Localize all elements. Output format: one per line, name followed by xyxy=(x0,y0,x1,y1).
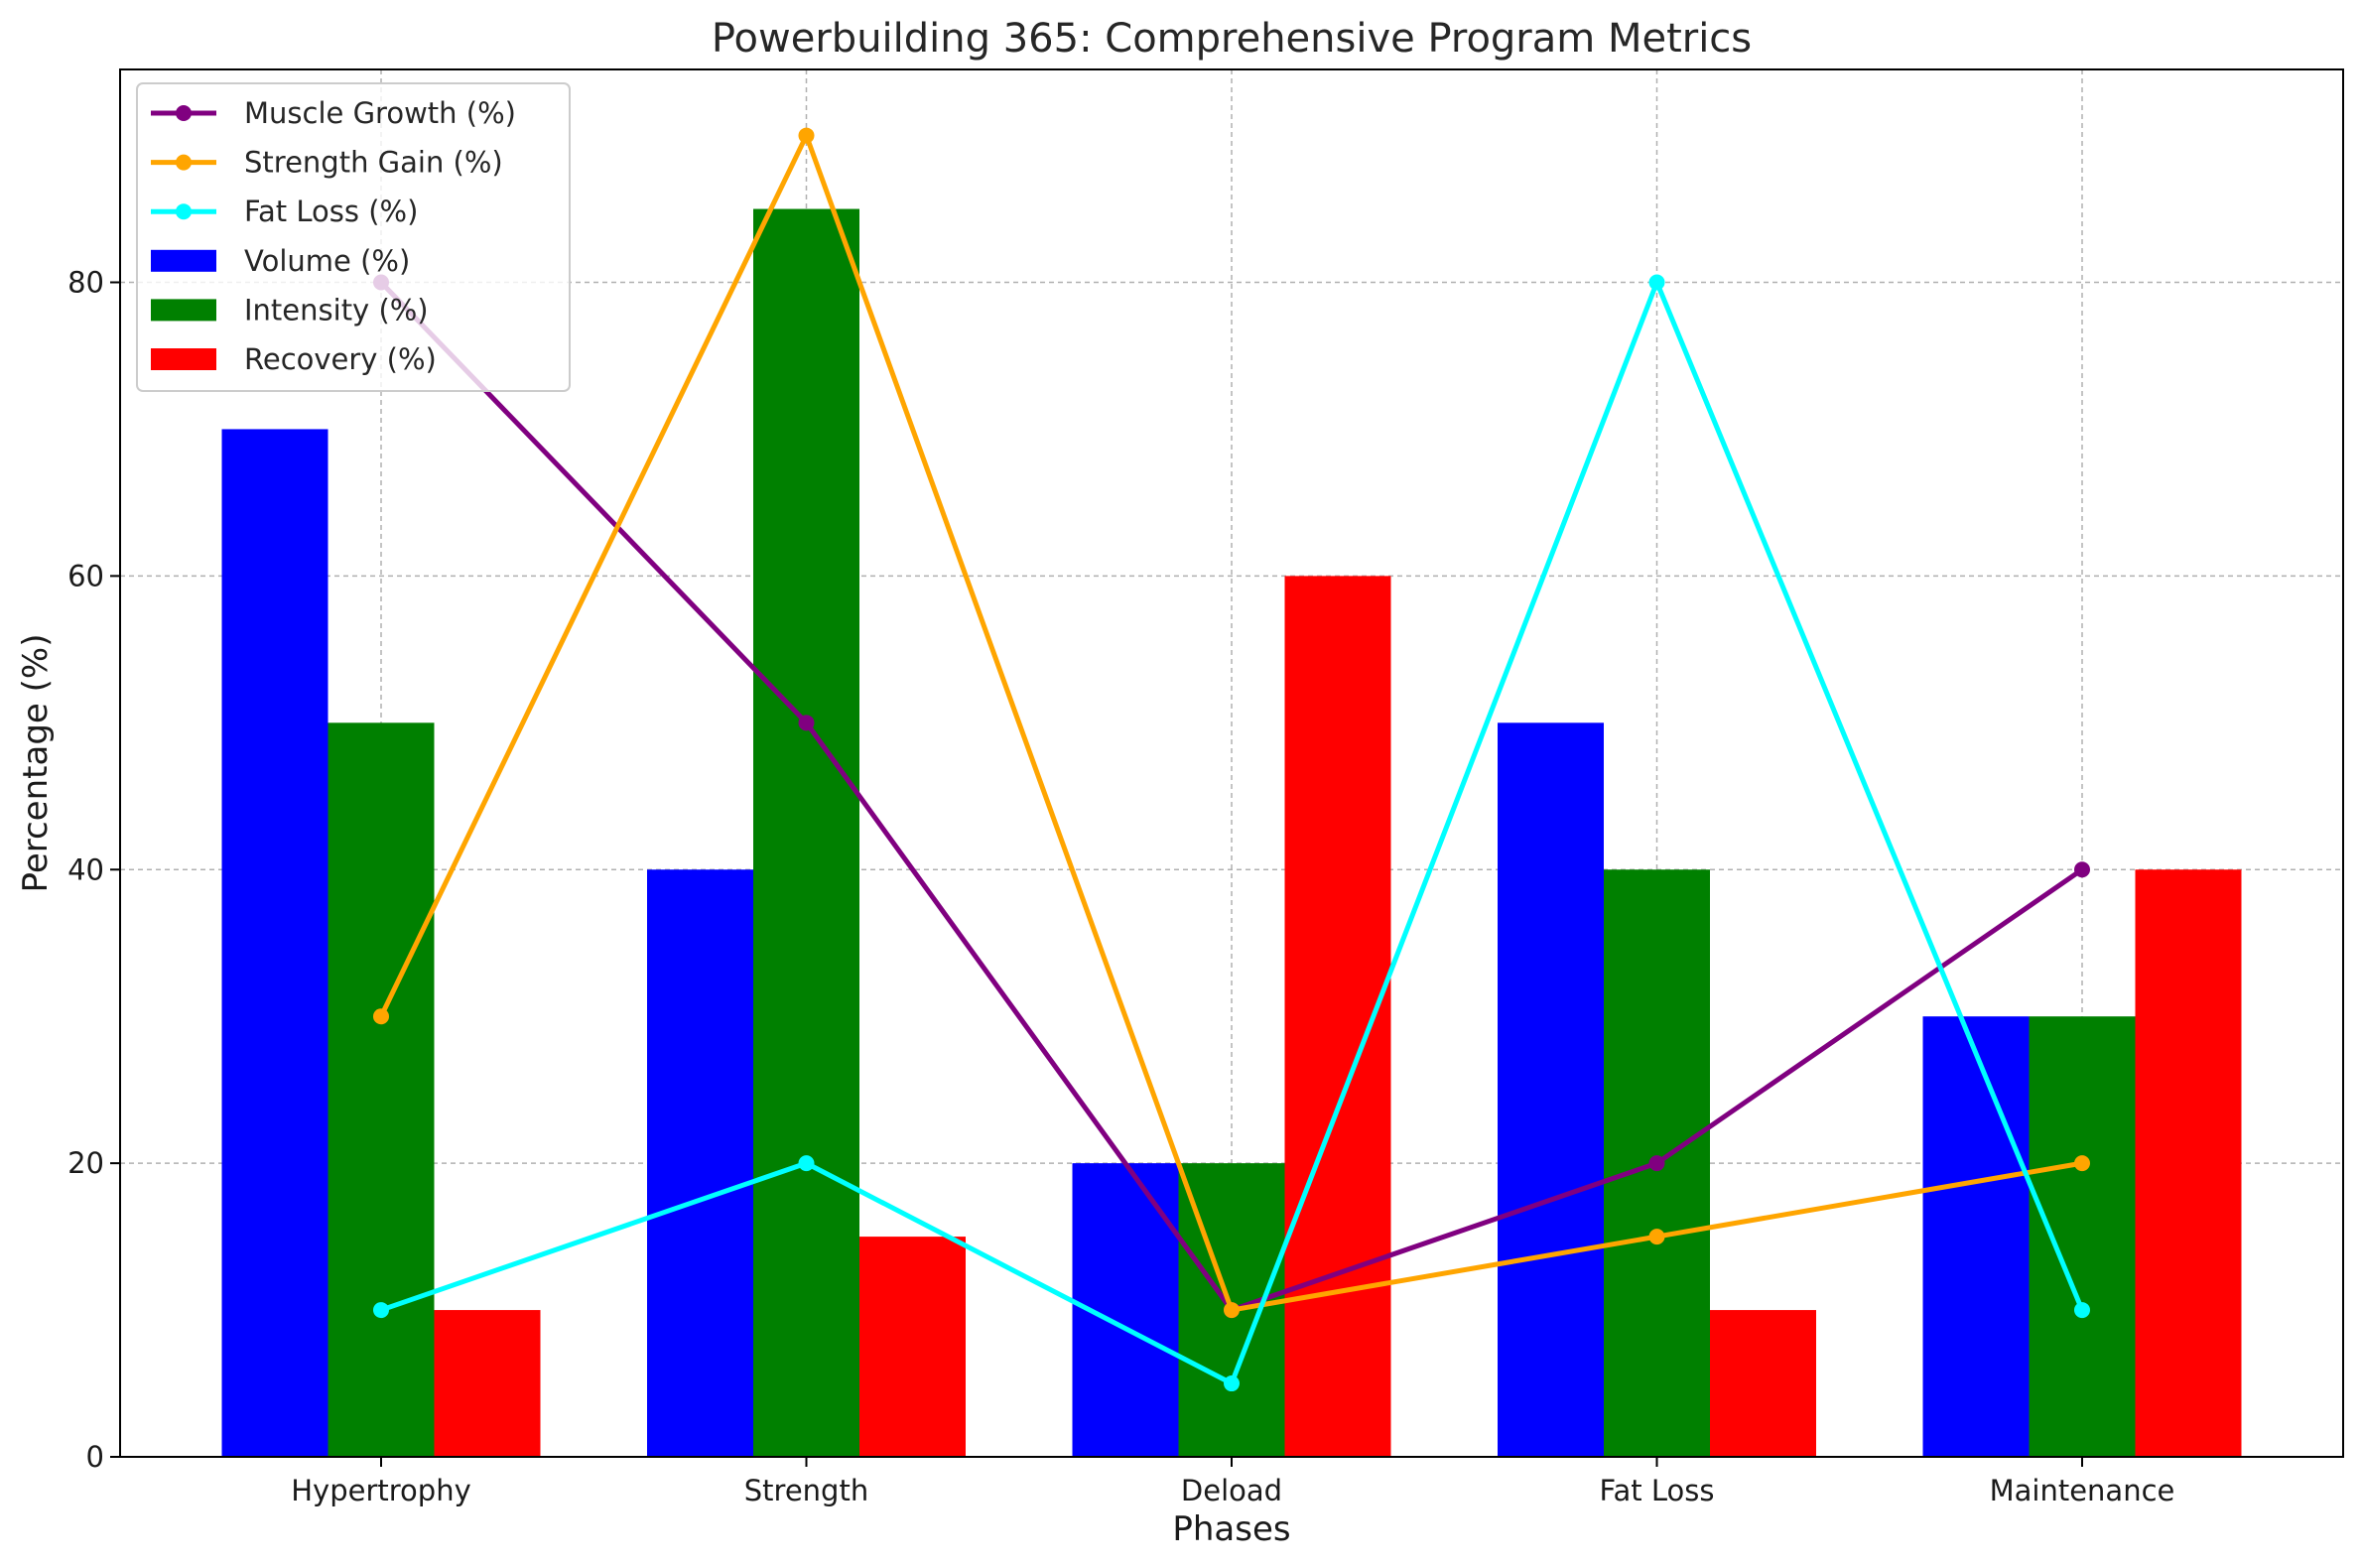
point-strength-gain-2 xyxy=(1224,1302,1240,1319)
bar-volume-1 xyxy=(647,869,753,1457)
bar-volume-3 xyxy=(1498,722,1604,1457)
bar-recovery-4 xyxy=(2135,869,2242,1457)
x-tick-label: Hypertrophy xyxy=(291,1474,471,1507)
legend-label: Fat Loss (%) xyxy=(244,195,418,228)
bar-recovery-1 xyxy=(859,1237,966,1457)
legend-label: Recovery (%) xyxy=(244,342,437,376)
y-tick-label: 40 xyxy=(67,852,104,886)
y-axis-label: Percentage (%) xyxy=(16,634,56,893)
legend-bar-swatch xyxy=(151,299,216,322)
point-strength-gain-0 xyxy=(373,1008,389,1025)
legend-label: Intensity (%) xyxy=(244,293,429,327)
point-fat-loss-3 xyxy=(1648,274,1665,291)
legend: Muscle Growth (%) Strength Gain (%) Fat Lo… xyxy=(136,82,571,392)
point-fat-loss-1 xyxy=(798,1155,815,1172)
tick-labels: 0 20 40 60 80 Hypertrophy Strength Deload Fat Lo… xyxy=(67,266,2174,1507)
legend-frame xyxy=(136,82,571,392)
legend-bar-swatch xyxy=(151,348,216,370)
point-muscle-growth-1 xyxy=(798,715,815,731)
y-tick-label: 0 xyxy=(86,1440,104,1474)
point-strength-gain-3 xyxy=(1648,1229,1665,1245)
bar-intensity-4 xyxy=(2029,1016,2136,1457)
legend-bar-swatch xyxy=(151,249,216,272)
bar-recovery-3 xyxy=(1710,1310,1816,1457)
x-axis-label: Phases xyxy=(1172,1509,1290,1549)
x-tick-label: Maintenance xyxy=(1990,1474,2175,1507)
point-strength-gain-4 xyxy=(2074,1155,2090,1172)
bar-intensity-0 xyxy=(328,722,435,1457)
x-tick-label: Deload xyxy=(1181,1474,1282,1507)
point-fat-loss-2 xyxy=(1224,1375,1240,1392)
legend-label: Muscle Growth (%) xyxy=(244,96,516,130)
bar-intensity-1 xyxy=(753,208,859,1458)
chart-title: Powerbuilding 365: Comprehensive Program… xyxy=(712,16,1752,62)
point-muscle-growth-3 xyxy=(1648,1155,1665,1172)
point-fat-loss-0 xyxy=(373,1302,389,1319)
x-tick-label: Strength xyxy=(744,1474,868,1507)
y-tick-label: 20 xyxy=(67,1146,104,1180)
legend-marker-swatch xyxy=(176,105,192,121)
legend-marker-swatch xyxy=(176,203,192,220)
x-tick-label: Fat Loss xyxy=(1600,1474,1715,1507)
bar-volume-0 xyxy=(221,429,328,1457)
point-strength-gain-1 xyxy=(798,127,815,144)
legend-marker-swatch xyxy=(176,154,192,171)
bar-recovery-0 xyxy=(434,1310,541,1457)
line-series xyxy=(373,127,2090,1392)
y-tick-label: 80 xyxy=(67,266,104,300)
point-fat-loss-4 xyxy=(2074,1302,2090,1319)
y-tick-label: 60 xyxy=(67,559,104,592)
legend-label: Volume (%) xyxy=(244,244,410,278)
point-muscle-growth-4 xyxy=(2074,861,2090,878)
bar-volume-4 xyxy=(1922,1016,2030,1457)
legend-label: Strength Gain (%) xyxy=(244,146,503,180)
